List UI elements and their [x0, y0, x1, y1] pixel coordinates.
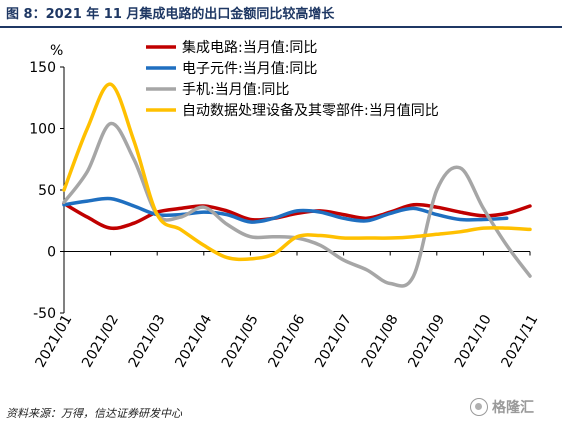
- legend-label-2: 手机:当月值:同比: [182, 82, 289, 98]
- y-tick-label: 50: [38, 183, 56, 199]
- title-bar: 图 8：2021 年 11 月集成电路的出口金额同比较高增长: [0, 0, 562, 28]
- x-tick-label: 2021/05: [219, 312, 262, 370]
- x-tick-label: 2021/11: [499, 312, 542, 370]
- y-tick-label: 0: [47, 245, 56, 261]
- y-tick-label: -50: [33, 306, 56, 322]
- watermark-text: 格隆汇: [492, 400, 534, 416]
- legend-label-1: 电子元件:当月值:同比: [182, 61, 317, 77]
- y-tick-label: 150: [29, 60, 56, 76]
- series-line-1: [62, 196, 509, 224]
- x-tick-label: 2021/03: [126, 312, 169, 370]
- series-line-3: [62, 82, 532, 262]
- x-tick-label: 2021/06: [266, 312, 309, 370]
- legend-label-3: 自动数据处理设备及其零部件:当月值同比: [182, 102, 439, 119]
- y-axis-label: %: [50, 43, 63, 59]
- legend-label-0: 集成电路:当月值:同比: [182, 39, 317, 56]
- watermark-logo-icon: [470, 398, 488, 416]
- x-tick-label: 2021/10: [452, 312, 495, 370]
- y-tick-label: 100: [29, 122, 56, 138]
- x-tick-label: 2021/04: [172, 312, 215, 370]
- x-tick-label: 2021/02: [79, 312, 122, 370]
- x-tick-label: 2021/09: [405, 312, 448, 370]
- x-tick-label: 2021/08: [359, 312, 402, 370]
- figure-title: 图 8：2021 年 11 月集成电路的出口金额同比较高增长: [6, 7, 335, 22]
- series-line-0: [62, 201, 532, 231]
- figure-source: 资料来源：万得，信达证券研发中心: [6, 407, 182, 420]
- x-tick-label: 2021/07: [312, 312, 355, 370]
- watermark: 格隆汇: [470, 397, 534, 417]
